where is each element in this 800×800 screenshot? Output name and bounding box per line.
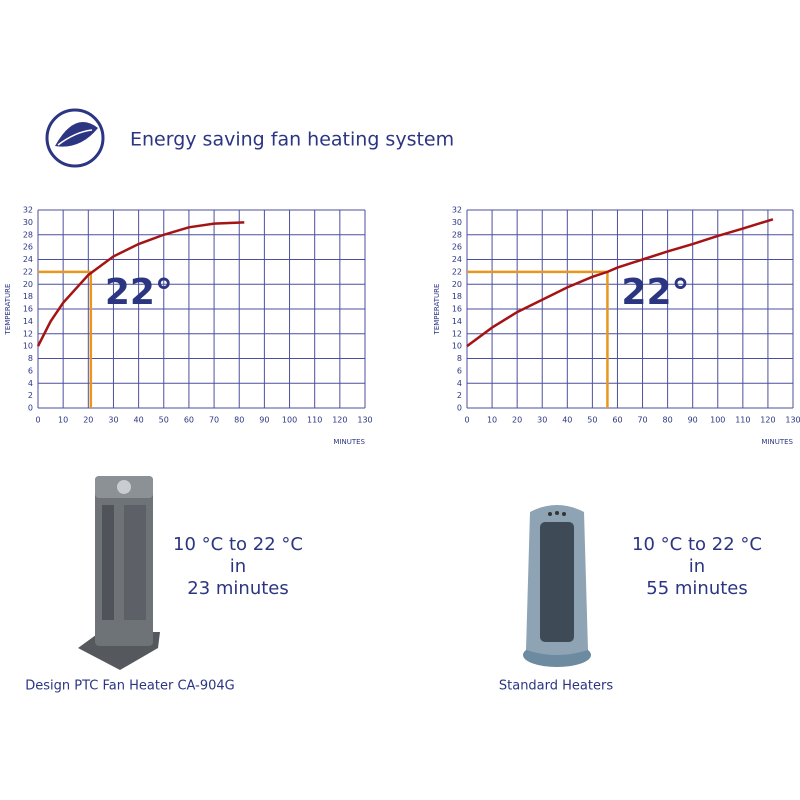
y-tick-label: 18 [452,292,462,301]
x-tick-label: 70 [209,416,219,425]
y-tick-label: 26 [452,243,462,252]
y-tick-label: 12 [23,329,33,338]
y-tick-label: 24 [23,255,33,264]
product-caption: Standard Heaters [499,679,613,694]
y-axis-label: TEMPERATURE [4,284,12,336]
y-tick-label: 6 [28,366,33,375]
x-tick-label: 80 [663,416,673,425]
product-claim: 23 minutes [187,578,289,599]
y-tick-label: 20 [23,280,33,289]
y-tick-label: 0 [28,404,33,413]
y-tick-label: 32 [23,206,33,215]
y-tick-label: 12 [452,329,462,338]
y-tick-label: 22 [452,267,462,276]
data-line [466,218,774,348]
y-tick-label: 2 [28,391,33,400]
x-tick-label: 100 [282,416,297,425]
x-tick-label: 130 [357,416,372,425]
product-claim: in [230,556,246,577]
x-tick-label: 0 [35,416,40,425]
annotation: 22° [105,272,173,313]
x-tick-label: 40 [134,416,144,425]
x-tick-label: 20 [512,416,522,425]
heater-right [523,505,591,667]
x-tick-label: 10 [487,416,497,425]
product-claim: 10 °C to 22 °C [173,534,303,555]
x-tick-label: 110 [307,416,322,425]
data-line [36,221,245,347]
y-tick-label: 10 [452,342,462,351]
x-tick-label: 30 [537,416,547,425]
product-claim: 55 minutes [646,578,748,599]
y-tick-label: 24 [452,255,462,264]
y-tick-label: 26 [23,243,33,252]
x-tick-label: 80 [234,416,244,425]
y-tick-label: 18 [23,292,33,301]
y-tick-label: 8 [28,354,33,363]
heater-left [78,476,160,670]
x-tick-label: 40 [562,416,572,425]
x-tick-label: 90 [259,416,269,425]
x-tick-label: 0 [464,416,469,425]
y-axis-label: TEMPERATURE [433,284,441,336]
y-tick-label: 16 [452,305,462,314]
y-tick-label: 8 [457,354,462,363]
y-tick-label: 16 [23,305,33,314]
y-tick-label: 4 [28,379,33,388]
y-tick-label: 30 [23,218,33,227]
x-tick-label: 50 [587,416,597,425]
y-tick-label: 28 [452,230,462,239]
x-tick-label: 130 [785,416,800,425]
x-tick-label: 110 [735,416,750,425]
y-tick-label: 14 [452,317,462,326]
x-tick-label: 100 [710,416,725,425]
x-tick-label: 10 [58,416,68,425]
x-tick-label: 20 [83,416,93,425]
y-tick-label: 4 [457,379,462,388]
product-caption: Design PTC Fan Heater CA-904G [25,679,234,694]
x-tick-label: 60 [612,416,622,425]
product-claim: 10 °C to 22 °C [632,534,762,555]
x-tick-label: 90 [688,416,698,425]
annotation: 22° [621,272,689,313]
title: Energy saving fan heating system [130,129,454,151]
x-tick-label: 120 [332,416,347,425]
x-tick-label: 70 [637,416,647,425]
y-tick-label: 28 [23,230,33,239]
logo [45,108,105,168]
x-tick-label: 60 [184,416,194,425]
y-tick-label: 10 [23,342,33,351]
x-tick-label: 120 [760,416,775,425]
x-tick-label: 50 [159,416,169,425]
y-tick-label: 14 [23,317,33,326]
y-tick-label: 20 [452,280,462,289]
y-tick-label: 2 [457,391,462,400]
product-claim: in [689,556,705,577]
x-axis-label: MINUTES [761,438,793,446]
x-axis-label: MINUTES [333,438,365,446]
y-tick-label: 0 [457,404,462,413]
y-tick-label: 6 [457,366,462,375]
y-tick-label: 30 [452,218,462,227]
y-tick-label: 32 [452,206,462,215]
y-tick-label: 22 [23,267,33,276]
x-tick-label: 30 [108,416,118,425]
